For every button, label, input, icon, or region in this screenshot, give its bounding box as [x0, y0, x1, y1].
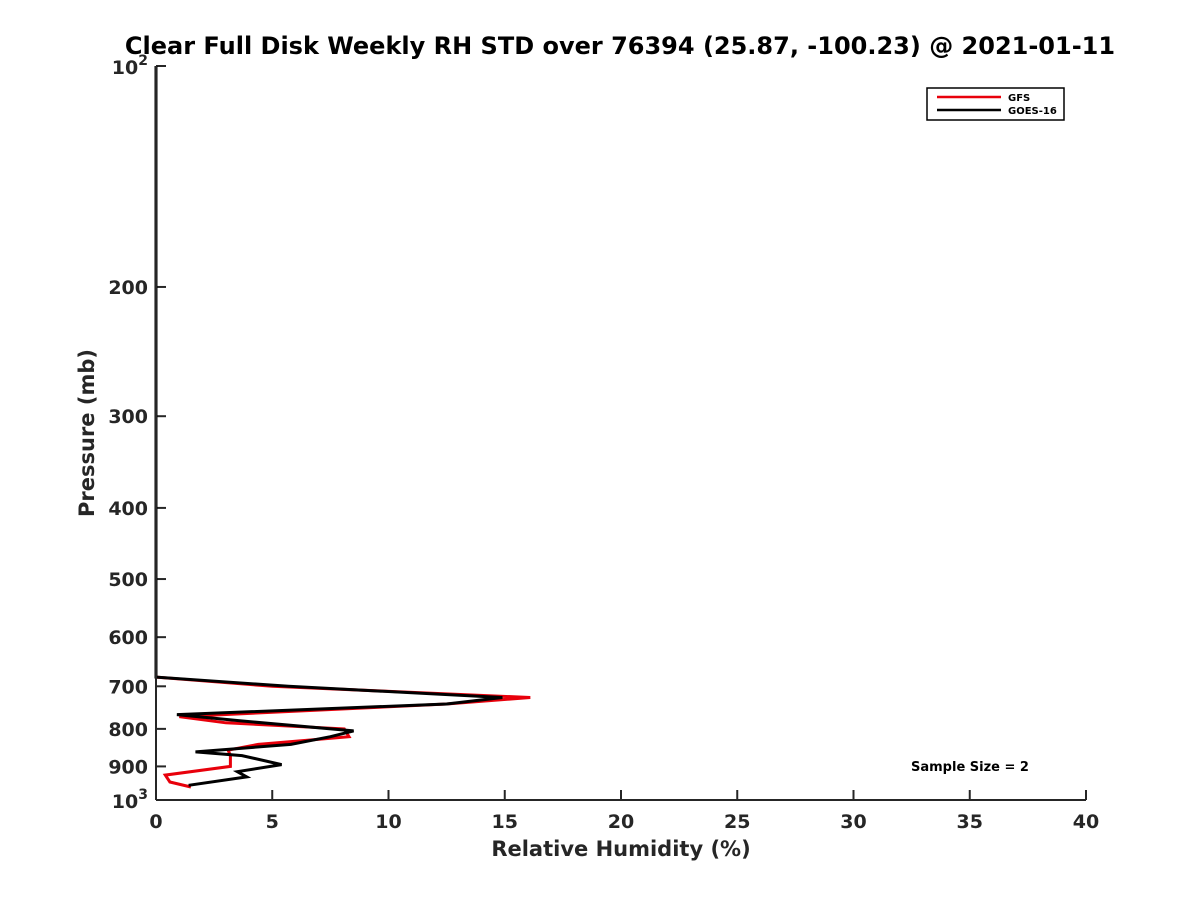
legend-label-gfs: GFS	[1008, 93, 1030, 104]
x-tick-label: 20	[608, 811, 634, 833]
y-ticks: 102 200 300 400 500 600 700 800 900 103	[108, 53, 166, 813]
series-line-goes16	[154, 66, 503, 787]
y-tick-label: 800	[108, 719, 148, 741]
chart-title: Clear Full Disk Weekly RH STD over 76394…	[125, 32, 1115, 60]
y-tick-label: 300	[108, 406, 148, 428]
x-tick-label: 30	[840, 811, 866, 833]
legend: GFS GOES-16	[926, 87, 1065, 121]
series-lines	[154, 66, 531, 789]
y-tick-label: 500	[108, 569, 148, 591]
y-tick-label: 400	[108, 498, 148, 520]
x-tick-label: 15	[492, 811, 518, 833]
sample-size-annotation: Sample Size = 2	[911, 760, 1029, 775]
x-tick-label: 40	[1073, 811, 1099, 833]
y-tick-label: 103	[112, 787, 148, 813]
y-tick-label: 700	[108, 676, 148, 698]
x-tick-label: 10	[375, 811, 401, 833]
legend-box	[926, 87, 1065, 121]
y-axis-label: Pressure (mb)	[75, 349, 99, 517]
legend-label-goes16: GOES-16	[1008, 106, 1057, 117]
x-tick-label: 25	[724, 811, 750, 833]
x-ticks: 0 5 10 15 20 25 30 35 40	[149, 790, 1099, 833]
x-tick-label: 35	[957, 811, 983, 833]
x-tick-label: 5	[266, 811, 279, 833]
y-tick-label: 200	[108, 277, 148, 299]
y-tick-label: 600	[108, 627, 148, 649]
x-tick-label: 0	[149, 811, 162, 833]
y-tick-label: 900	[108, 756, 148, 778]
x-axis-label: Relative Humidity (%)	[491, 837, 750, 861]
y-tick-label: 102	[112, 53, 148, 79]
